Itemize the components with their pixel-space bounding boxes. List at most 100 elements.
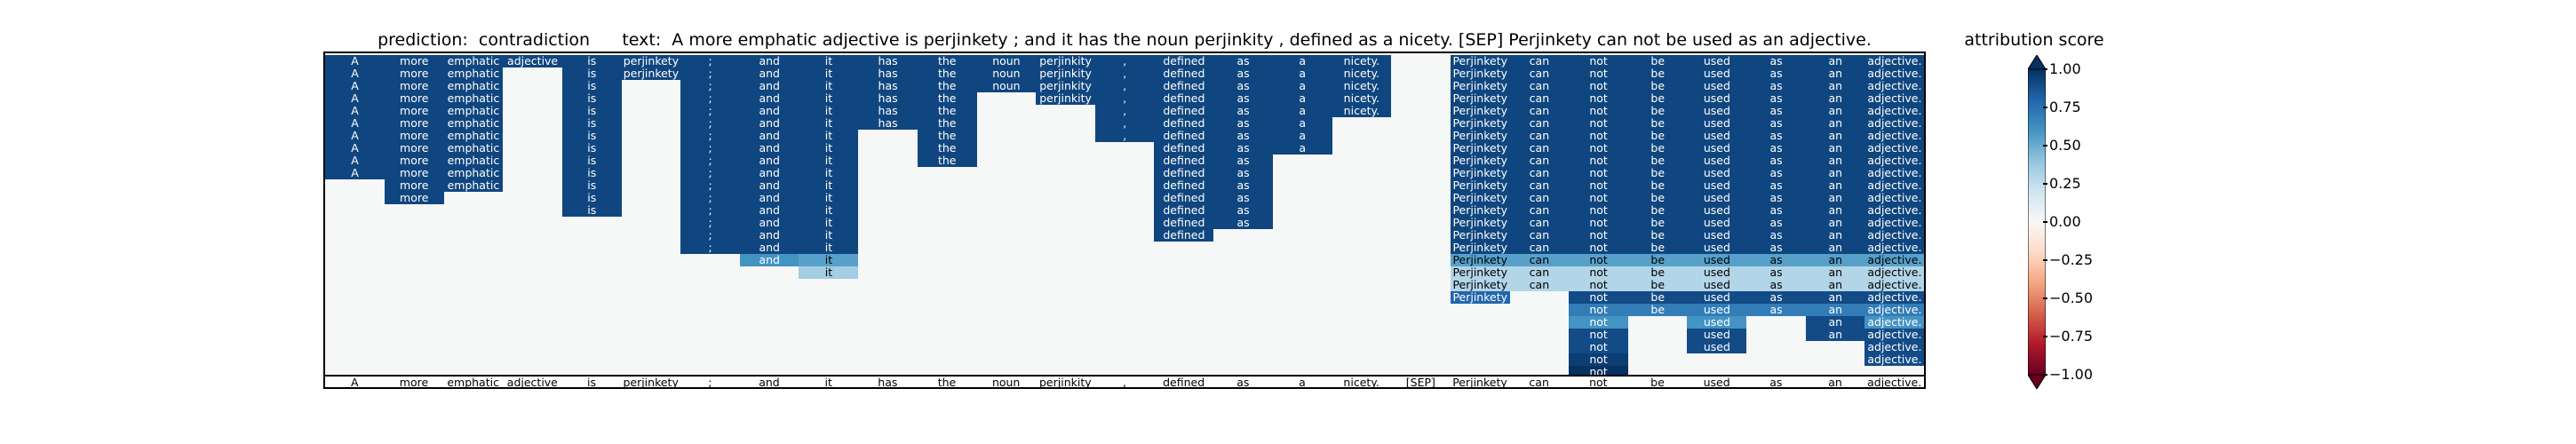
- heatmap-cell: it: [799, 254, 859, 266]
- heatmap-cell: ;: [680, 204, 741, 217]
- heatmap-cell: an: [1805, 130, 1865, 142]
- heatmap-cell: an: [1805, 204, 1865, 217]
- heatmap-cell: more: [384, 142, 444, 155]
- heatmap-cell: defined: [1154, 92, 1214, 105]
- heatmap-cell: is: [561, 80, 622, 92]
- heatmap-cell: Perjinkety: [1450, 279, 1510, 291]
- heatmap-cell: it: [799, 192, 859, 204]
- heatmap-cell: adjective.: [1864, 217, 1924, 229]
- heatmap-cell: is: [561, 204, 622, 217]
- colorbar-tick-label: 1.00: [2043, 60, 2081, 77]
- heatmap-cell: can: [1509, 229, 1570, 242]
- heatmap-cell: can: [1509, 167, 1570, 179]
- heatmap-cell: A: [325, 155, 386, 167]
- heatmap-cell: and: [739, 55, 799, 67]
- heatmap-cell: used: [1687, 341, 1747, 353]
- heatmap-cell: is: [561, 55, 622, 67]
- heatmap-cell: can: [1509, 67, 1570, 80]
- heatmap-cell: as: [1746, 167, 1807, 179]
- heatmap-cell: emphatic: [443, 105, 504, 117]
- heatmap-cell: as: [1213, 155, 1274, 167]
- heatmap-cell: adjective.: [1864, 279, 1924, 291]
- heatmap-cell: be: [1627, 142, 1688, 155]
- heatmap-cell: Perjinkety: [1450, 242, 1510, 254]
- heatmap-cell: adjective.: [1864, 204, 1924, 217]
- heatmap-cell: as: [1213, 142, 1274, 155]
- heatmap-cell: as: [1746, 67, 1807, 80]
- heatmap-cell: be: [1627, 155, 1688, 167]
- heatmap-cell: ;: [680, 192, 741, 204]
- heatmap-cell: it: [799, 105, 859, 117]
- heatmap-cell: be: [1627, 304, 1688, 316]
- heatmap-cell: as: [1213, 55, 1274, 67]
- heatmap-cell: used: [1687, 155, 1747, 167]
- heatmap-cell: adjective.: [1864, 353, 1924, 366]
- heatmap-cell: an: [1805, 254, 1865, 266]
- heatmap-cell: used: [1687, 217, 1747, 229]
- heatmap-cell: be: [1627, 291, 1688, 304]
- heatmap-cell: ;: [680, 55, 741, 67]
- heatmap-cell: used: [1687, 130, 1747, 142]
- heatmap-cell: perjinkity: [1036, 80, 1096, 92]
- heatmap-cell: a: [1272, 117, 1332, 130]
- heatmap-cell: is: [561, 142, 622, 155]
- heatmap-cell: used: [1687, 80, 1747, 92]
- heatmap-cell: as: [1746, 80, 1807, 92]
- heatmap-cell: nicety.: [1332, 80, 1392, 92]
- heatmap-cell: not: [1569, 217, 1629, 229]
- heatmap-cell: adjective.: [1864, 229, 1924, 242]
- heatmap-cell: be: [1627, 92, 1688, 105]
- heatmap-cell: Perjinkety: [1450, 229, 1510, 242]
- heatmap-cell: a: [1272, 142, 1332, 155]
- heatmap-cell: as: [1213, 179, 1274, 192]
- heatmap-cell: adjective.: [1864, 105, 1924, 117]
- heatmap-cell: defined: [1154, 105, 1214, 117]
- x-tick-label: not: [1589, 376, 1608, 389]
- heatmap-cell: can: [1509, 142, 1570, 155]
- heatmap-cell: as: [1746, 254, 1807, 266]
- heatmap-cell: used: [1687, 304, 1747, 316]
- heatmap-cell: and: [739, 80, 799, 92]
- heatmap-cell: defined: [1154, 167, 1214, 179]
- heatmap-cell: the: [917, 117, 977, 130]
- heatmap-cell: more: [384, 55, 444, 67]
- heatmap-cell: an: [1805, 167, 1865, 179]
- heatmap-cell: used: [1687, 242, 1747, 254]
- heatmap-cell: an: [1805, 55, 1865, 67]
- heatmap-cell: defined: [1154, 204, 1214, 217]
- heatmap-cell: an: [1805, 179, 1865, 192]
- colorbar-tick-label: −0.25: [2042, 251, 2094, 268]
- heatmap-cell: A: [325, 67, 386, 80]
- heatmap-cell: Perjinkety: [1450, 130, 1510, 142]
- colorbar-tick-label: −1.00: [2042, 366, 2094, 383]
- heatmap-cell: ;: [680, 229, 741, 242]
- heatmap-cell: perjinkity: [1036, 55, 1096, 67]
- heatmap-cell: and: [739, 254, 799, 266]
- heatmap-cell: is: [561, 92, 622, 105]
- heatmap-cell: it: [799, 204, 859, 217]
- x-tick-label: ;: [708, 376, 712, 389]
- heatmap-cell: not: [1569, 105, 1629, 117]
- heatmap-cell: as: [1213, 192, 1274, 204]
- heatmap-cell: as: [1746, 55, 1807, 67]
- heatmap-cell: and: [739, 229, 799, 242]
- heatmap-cell: an: [1805, 229, 1865, 242]
- heatmap-cell: emphatic: [443, 67, 504, 80]
- heatmap-cell: the: [917, 80, 977, 92]
- heatmap-cell: not: [1569, 67, 1629, 80]
- heatmap-cell: used: [1687, 329, 1747, 341]
- heatmap-cell: adjective.: [1864, 192, 1924, 204]
- heatmap-cell: and: [739, 142, 799, 155]
- heatmap-cell: an: [1805, 329, 1865, 341]
- heatmap-cell: it: [799, 217, 859, 229]
- colorbar-tick-label: 0.25: [2043, 175, 2081, 192]
- heatmap-cell: and: [739, 117, 799, 130]
- heatmap-cell: A: [325, 105, 386, 117]
- x-tick-label: defined: [1163, 376, 1205, 389]
- heatmap-cell: not: [1569, 192, 1629, 204]
- heatmap-cell: be: [1627, 105, 1688, 117]
- heatmap-cell: defined: [1154, 229, 1214, 242]
- heatmap-cell: an: [1805, 316, 1865, 329]
- heatmap-cell: not: [1569, 254, 1629, 266]
- heatmap-cell: be: [1627, 130, 1688, 142]
